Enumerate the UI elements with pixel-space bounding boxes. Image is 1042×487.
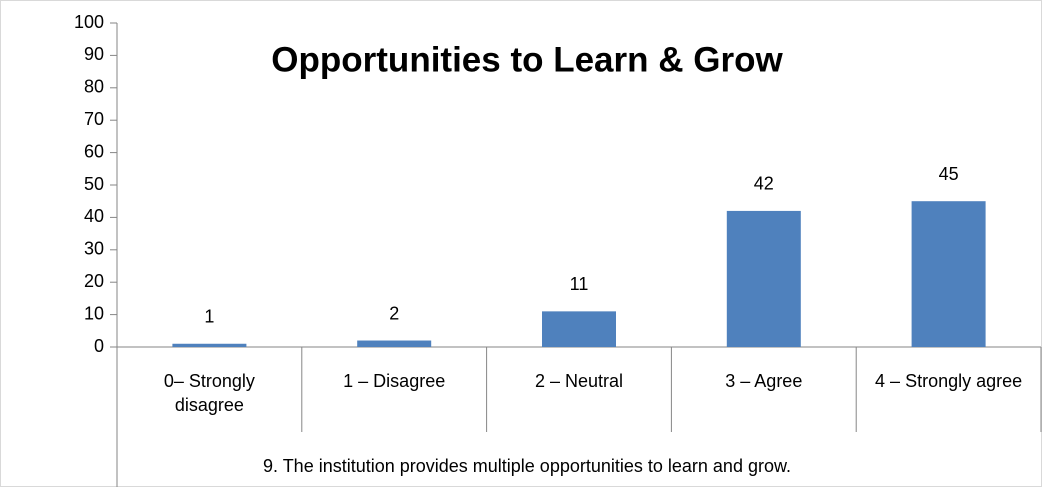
y-tick-label: 60 (84, 141, 104, 161)
y-tick-label: 70 (84, 109, 104, 129)
y-tick-label: 40 (84, 206, 104, 226)
y-tick-label: 80 (84, 77, 104, 97)
y-tick-label: 10 (84, 303, 104, 323)
chart-title: Opportunities to Learn & Grow (271, 40, 783, 79)
x-tick-label: 1 – Disagree (343, 371, 446, 391)
x-tick-label: 3 – Agree (725, 371, 803, 391)
bar (726, 210, 801, 347)
bar (911, 201, 986, 347)
bar (172, 343, 247, 347)
data-label: 45 (939, 164, 959, 184)
y-tick-label: 100 (74, 12, 104, 32)
bar (357, 340, 432, 347)
data-label: 42 (754, 174, 774, 194)
y-tick-label: 30 (84, 239, 104, 259)
y-tick-label: 90 (84, 44, 104, 64)
x-axis-title: 9. The institution provides multiple opp… (263, 456, 791, 476)
y-tick-label: 50 (84, 174, 104, 194)
x-tick-label: 2 – Neutral (534, 371, 624, 391)
y-tick-label: 20 (84, 271, 104, 291)
x-tick-label: 0– Strongly disagree (163, 371, 255, 415)
data-label: 2 (389, 303, 399, 323)
bar (542, 311, 616, 347)
data-label: 1 (204, 307, 214, 327)
data-label: 11 (570, 274, 589, 294)
y-tick-label: 0 (94, 336, 104, 356)
x-tick-label: 4 – Strongly agree (875, 371, 1023, 391)
